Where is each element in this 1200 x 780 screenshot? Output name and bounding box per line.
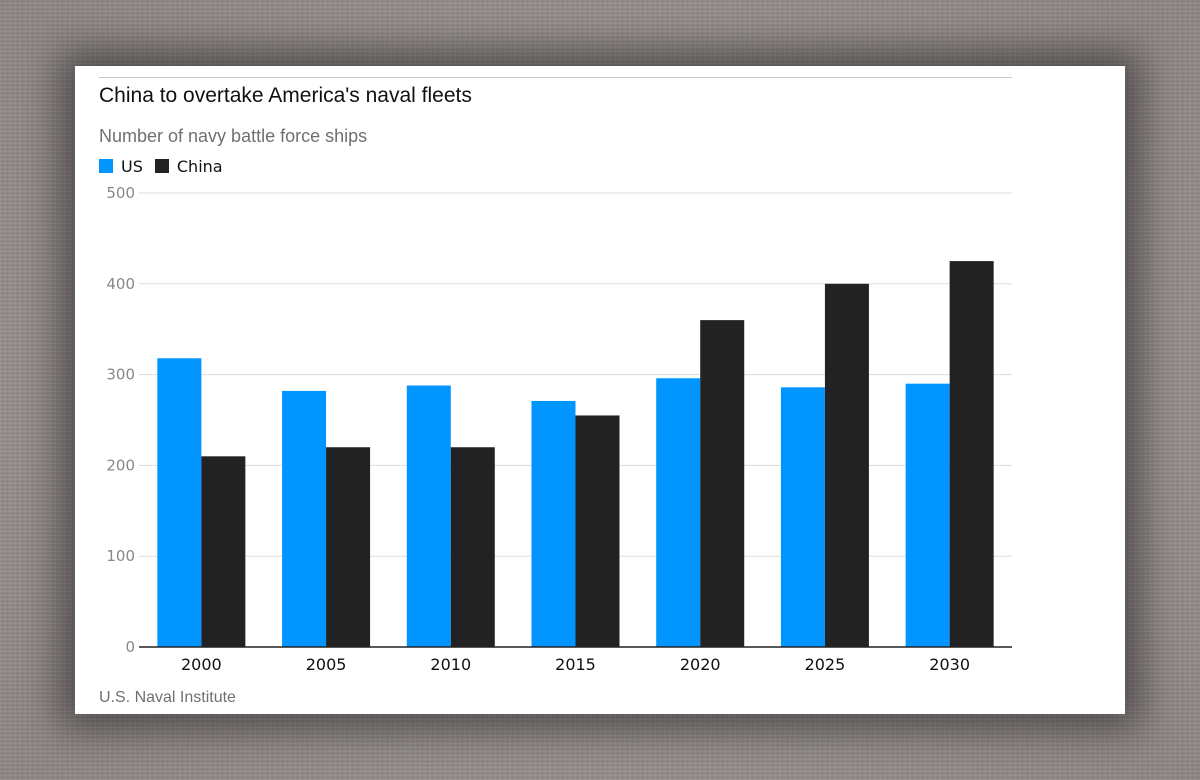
bar-us-2030 xyxy=(905,383,950,647)
bar-us-2000 xyxy=(157,358,202,647)
legend-swatch-us xyxy=(99,159,113,173)
source-note: U.S. Naval Institute xyxy=(99,689,236,706)
legend-label-china: China xyxy=(176,156,223,176)
y-tick-label: 300 xyxy=(106,366,135,384)
bar-china-2030 xyxy=(949,261,994,647)
y-tick-label: 200 xyxy=(106,456,135,474)
bar-china-2000 xyxy=(201,456,246,647)
x-tick-label: 2005 xyxy=(306,655,347,674)
y-tick-label: 0 xyxy=(125,638,135,656)
x-tick-label: 2000 xyxy=(181,655,222,674)
bar-us-2010 xyxy=(406,385,451,647)
top-rule xyxy=(99,77,1012,78)
x-tick-label: 2030 xyxy=(929,655,970,674)
bar-china-2015 xyxy=(575,415,620,647)
bar-us-2015 xyxy=(531,400,576,647)
bar-china-2010 xyxy=(450,447,495,647)
bar-china-2025 xyxy=(824,283,869,647)
chart-subtitle: Number of navy battle force ships xyxy=(99,126,368,146)
y-tick-label: 100 xyxy=(106,547,135,565)
legend-item-china: China xyxy=(154,156,223,176)
chart-card: China to overtake America's naval fleets… xyxy=(75,66,1125,714)
chart-title: China to overtake America's naval fleets xyxy=(99,84,472,107)
legend-label-us: US xyxy=(121,156,143,176)
bar-china-2005 xyxy=(326,447,371,647)
x-tick-label: 2015 xyxy=(555,655,596,674)
x-tick-label: 2025 xyxy=(805,655,846,674)
bar-us-2020 xyxy=(656,378,701,647)
bar-chart: 0 100 200 300 400 500 2000 2005 2010 2015 2020 2025… xyxy=(106,184,1012,674)
chart-legend: US China xyxy=(99,155,235,177)
x-tick-label: 2020 xyxy=(680,655,721,674)
bar-china-2020 xyxy=(700,320,745,647)
legend-swatch-china xyxy=(154,159,169,173)
y-tick-label: 500 xyxy=(106,184,135,202)
legend-item-us: US xyxy=(99,157,143,176)
bar-us-2025 xyxy=(780,387,825,647)
y-tick-label: 400 xyxy=(106,275,135,293)
x-tick-label: 2010 xyxy=(430,655,471,674)
bar-us-2005 xyxy=(282,390,327,647)
